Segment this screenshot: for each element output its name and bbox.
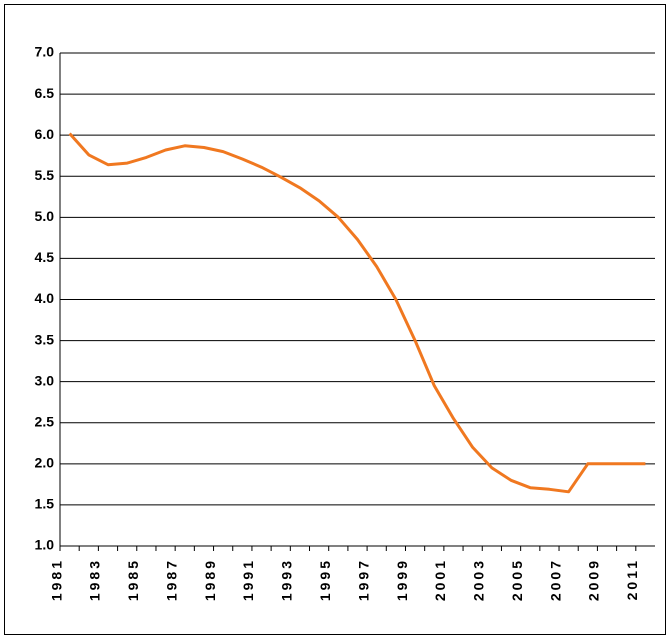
x-tick-label: 2001 bbox=[432, 558, 448, 601]
x-tick-label: 2009 bbox=[586, 558, 602, 601]
x-tick-label: 2011 bbox=[624, 558, 640, 600]
x-tick-label: 1993 bbox=[279, 558, 295, 601]
x-tick-label: 1999 bbox=[394, 558, 410, 601]
x-tick-label: 1991 bbox=[240, 558, 256, 601]
x-tick-label: 1985 bbox=[125, 558, 141, 601]
y-tick-label: 1.0 bbox=[35, 537, 55, 553]
y-tick-label: 4.0 bbox=[35, 290, 55, 306]
x-tick-label: 1995 bbox=[317, 558, 333, 601]
y-tick-label: 5.5 bbox=[35, 167, 55, 183]
x-tick-label: 1987 bbox=[163, 558, 179, 601]
x-tick-label: 2005 bbox=[509, 558, 525, 601]
y-tick-label: 6.5 bbox=[35, 85, 55, 101]
data-line bbox=[68, 132, 646, 494]
y-tick-label: 4.5 bbox=[35, 249, 55, 265]
chart-border bbox=[4, 4, 666, 635]
x-tick-label: 1997 bbox=[355, 558, 371, 601]
y-tick-label: 3.5 bbox=[35, 331, 55, 347]
y-tick-label: 5.0 bbox=[35, 208, 55, 224]
y-tick-label: 3.0 bbox=[35, 372, 55, 388]
x-tick-label: 1983 bbox=[87, 558, 103, 601]
y-tick-label: 1.5 bbox=[35, 496, 55, 512]
x-tick-label: 1989 bbox=[202, 558, 218, 601]
y-tick-label: 2.0 bbox=[35, 455, 55, 471]
x-tick-label: 1981 bbox=[48, 558, 64, 601]
y-tick-label: 2.5 bbox=[35, 413, 55, 429]
y-tick-label: 7.0 bbox=[35, 44, 55, 60]
x-tick-label: 2003 bbox=[471, 558, 487, 601]
x-tick-label: 2007 bbox=[547, 558, 563, 601]
y-tick-label: 6.0 bbox=[35, 126, 55, 142]
